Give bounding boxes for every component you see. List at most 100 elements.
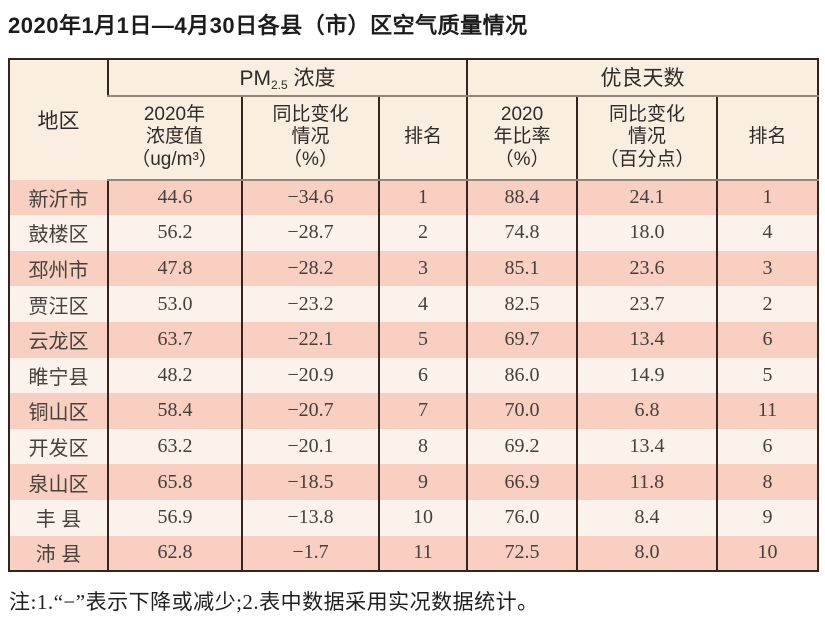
- cell-pm-rank: 10: [377, 499, 468, 536]
- cell-region: 开发区: [9, 428, 108, 465]
- footnote: 注:1.“−”表示下降或减少;2.表中数据采用实况数据统计。: [9, 590, 539, 615]
- cell-good-ratio: 74.8: [466, 215, 578, 251]
- cell-pm-value: 63.2: [107, 428, 242, 465]
- cell-good-change: 11.8: [576, 464, 718, 500]
- table-row: 丰 县 56.9 −13.8 10 76.0 8.4 9: [9, 499, 819, 536]
- cell-region: 邳州市: [9, 250, 108, 287]
- cell-pm-value: 65.8: [107, 464, 242, 500]
- cell-good-rank: 10: [716, 535, 819, 572]
- table-row: 开发区 63.2 −20.1 8 69.2 13.4 6: [9, 428, 819, 465]
- table-row: 泉山区 65.8 −18.5 9 66.9 11.8 8: [9, 464, 819, 500]
- cell-pm-change: −28.2: [241, 250, 379, 287]
- cell-good-change: 23.7: [576, 286, 718, 322]
- cell-pm-rank: 7: [377, 393, 468, 429]
- cell-pm-change: −22.1: [241, 321, 379, 358]
- cell-region: 铜山区: [9, 393, 108, 429]
- column-header-pm-value: 2020年 浓度值 （ug/m³）: [108, 95, 242, 181]
- cell-good-ratio: 76.0: [466, 499, 578, 536]
- cell-good-ratio: 69.7: [466, 321, 578, 358]
- cell-pm-rank: 3: [377, 250, 468, 287]
- cell-good-ratio: 88.4: [466, 179, 578, 216]
- cell-pm-value: 56.9: [107, 499, 242, 536]
- cell-good-ratio: 86.0: [466, 357, 578, 394]
- cell-pm-rank: 1: [377, 179, 468, 216]
- cell-pm-rank: 8: [377, 428, 468, 465]
- cell-good-rank: 6: [716, 428, 819, 465]
- cell-pm-value: 53.0: [107, 286, 242, 322]
- column-header-pm-rank: 排名: [377, 95, 468, 181]
- cell-good-change: 8.0: [576, 535, 718, 572]
- cell-good-rank: 6: [716, 321, 819, 358]
- cell-pm-value: 48.2: [107, 357, 242, 394]
- table-body: 新沂市 44.6 −34.6 1 88.4 24.1 1 鼓楼区 56.2 −2…: [9, 179, 819, 572]
- column-header-region: 地区: [9, 58, 108, 180]
- cell-pm-rank: 6: [377, 357, 468, 394]
- cell-region: 睢宁县: [9, 357, 108, 394]
- table-row: 贾汪区 53.0 −23.2 4 82.5 23.7 2: [9, 286, 819, 322]
- cell-pm-value: 56.2: [107, 215, 242, 251]
- pm25-subscript: 2.5: [270, 78, 288, 93]
- cell-pm-rank: 11: [377, 535, 468, 572]
- table-row: 新沂市 44.6 −34.6 1 88.4 24.1 1: [9, 179, 819, 216]
- table-row: 沛 县 62.8 −1.7 11 72.5 8.0 10: [9, 535, 819, 572]
- column-header-pm-change: 同比变化 情况 （%）: [241, 95, 379, 181]
- cell-pm-change: −20.9: [241, 357, 379, 394]
- cell-region: 新沂市: [9, 179, 108, 216]
- cell-good-rank: 3: [716, 250, 819, 287]
- cell-pm-value: 58.4: [107, 393, 242, 429]
- header-group-row: 地区 PM2.5 浓度 优良天数: [9, 58, 819, 180]
- cell-region: 云龙区: [9, 321, 108, 358]
- cell-pm-change: −20.7: [241, 393, 379, 429]
- table-row: 铜山区 58.4 −20.7 7 70.0 6.8 11: [9, 393, 819, 429]
- cell-pm-change: −23.2: [241, 286, 379, 322]
- cell-pm-change: −1.7: [241, 535, 379, 572]
- pm25-prefix: PM: [239, 67, 271, 91]
- cell-good-change: 18.0: [576, 215, 718, 251]
- cell-good-ratio: 69.2: [466, 428, 578, 465]
- cell-good-ratio: 72.5: [466, 535, 578, 572]
- cell-pm-value: 63.7: [107, 321, 242, 358]
- column-group-pm25: PM2.5 浓度: [106, 58, 468, 97]
- cell-good-rank: 2: [716, 286, 819, 322]
- cell-pm-rank: 9: [377, 464, 468, 500]
- cell-good-ratio: 66.9: [466, 464, 578, 500]
- cell-pm-change: −13.8: [241, 499, 379, 536]
- cell-good-ratio: 85.1: [466, 250, 578, 287]
- column-header-good-rank: 排名: [716, 95, 819, 181]
- cell-good-rank: 11: [716, 393, 819, 429]
- column-group-good-days: 优良天数: [466, 58, 819, 97]
- cell-good-change: 8.4: [576, 499, 718, 536]
- cell-good-change: 13.4: [576, 321, 718, 358]
- header-sub-row: 2020年 浓度值 （ug/m³） 同比变化 情况 （%） 排名 2020 年比…: [9, 95, 819, 181]
- cell-region: 贾汪区: [9, 286, 108, 322]
- cell-pm-rank: 2: [377, 215, 468, 251]
- cell-pm-change: −28.7: [241, 215, 379, 251]
- pm25-label: PM2.5 浓度: [239, 67, 335, 93]
- cell-region: 沛 县: [9, 535, 108, 572]
- cell-region: 泉山区: [9, 464, 108, 500]
- cell-good-change: 13.4: [576, 428, 718, 465]
- column-header-good-change: 同比变化 情况 （百分点）: [576, 95, 718, 181]
- cell-pm-change: −18.5: [241, 464, 379, 500]
- page-title: 2020年1月1日—4月30日各县（市）区空气质量情况: [8, 13, 528, 38]
- cell-pm-change: −20.1: [241, 428, 379, 465]
- cell-good-rank: 9: [716, 499, 819, 536]
- cell-pm-value: 47.8: [107, 250, 242, 287]
- cell-pm-value: 62.8: [107, 535, 242, 572]
- cell-region: 鼓楼区: [9, 215, 108, 251]
- cell-pm-change: −34.6: [241, 179, 379, 216]
- cell-pm-rank: 4: [377, 286, 468, 322]
- cell-region: 丰 县: [9, 499, 108, 536]
- table-row: 邳州市 47.8 −28.2 3 85.1 23.6 3: [9, 250, 819, 287]
- table-row: 云龙区 63.7 −22.1 5 69.7 13.4 6: [9, 321, 819, 358]
- cell-good-rank: 1: [716, 179, 819, 216]
- cell-good-change: 23.6: [576, 250, 718, 287]
- cell-good-ratio: 70.0: [466, 393, 578, 429]
- cell-good-ratio: 82.5: [466, 286, 578, 322]
- air-quality-table: 地区 PM2.5 浓度 优良天数 2020年 浓度值 （ug/m³） 同比变化 …: [8, 57, 820, 573]
- cell-good-change: 14.9: [576, 357, 718, 394]
- table-header: 地区 PM2.5 浓度 优良天数 2020年 浓度值 （ug/m³） 同比变化 …: [9, 58, 819, 181]
- cell-good-rank: 5: [716, 357, 819, 394]
- cell-good-rank: 8: [716, 464, 819, 500]
